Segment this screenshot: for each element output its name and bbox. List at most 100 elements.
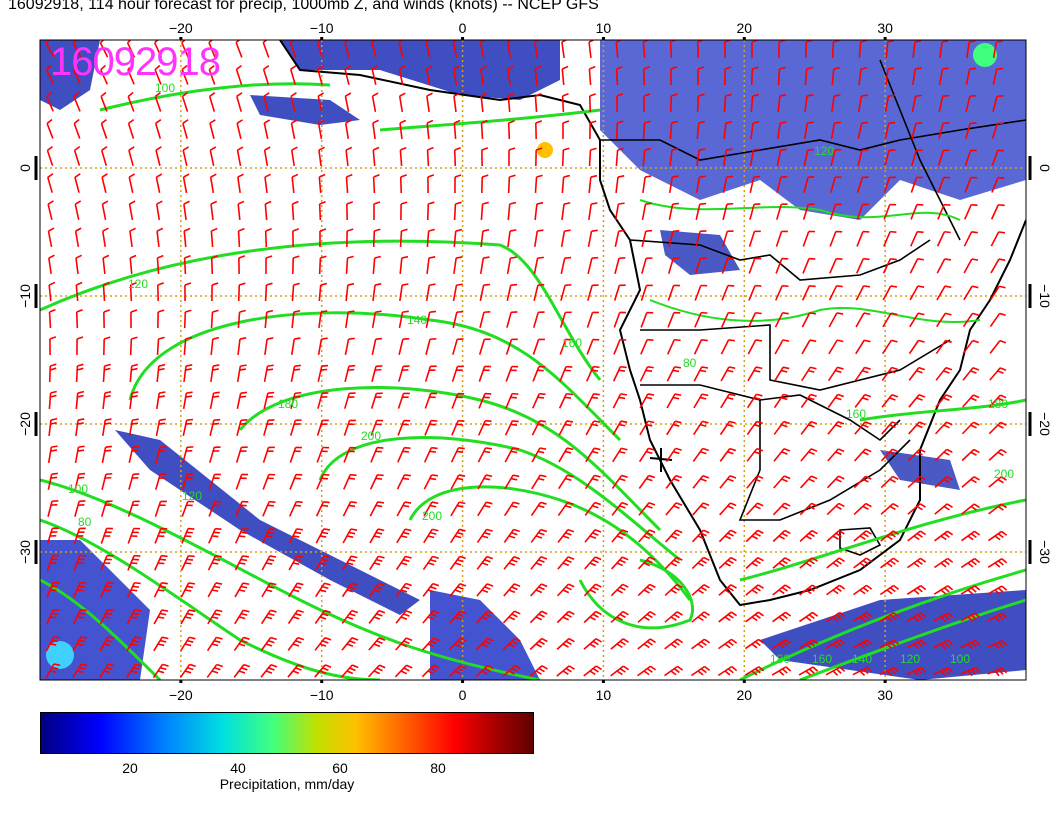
- wind-barb: [399, 228, 408, 248]
- wind-barb: [965, 122, 977, 139]
- contour-label: 120: [814, 144, 834, 158]
- wind-barb: [343, 392, 356, 409]
- wind-barb: [775, 257, 789, 274]
- wind-barb: [449, 555, 466, 570]
- wind-barb: [370, 392, 383, 409]
- wind-barb: [611, 501, 629, 516]
- wind-barb: [74, 227, 82, 248]
- wind-barb: [394, 664, 413, 678]
- wind-barb: [316, 446, 330, 463]
- wind-barb: [643, 93, 651, 113]
- wind-barb: [664, 638, 684, 650]
- wind-barb: [182, 418, 194, 436]
- wind-barb: [694, 284, 708, 301]
- wind-barb: [346, 201, 354, 221]
- wind-barb: [801, 339, 817, 355]
- wind-barb: [613, 338, 627, 355]
- wind-barb: [746, 475, 764, 489]
- wind-barb: [773, 393, 790, 409]
- wind-barb: [291, 282, 300, 302]
- wind-barb: [723, 120, 733, 140]
- wind-barb: [610, 583, 629, 597]
- wind-barb: [831, 40, 840, 59]
- lat-tick-label-right: −10: [1037, 284, 1053, 308]
- wind-barb: [126, 40, 136, 58]
- wind-barb: [825, 639, 846, 649]
- wind-barb: [934, 448, 953, 462]
- wind-barb: [693, 338, 708, 355]
- wind-barb: [183, 309, 192, 329]
- wind-barb: [776, 175, 788, 193]
- wind-barb: [210, 309, 219, 329]
- wind-barb: [423, 474, 439, 490]
- wind-barb: [372, 255, 381, 275]
- wind-barb: [318, 173, 326, 194]
- wind-barb: [345, 173, 353, 194]
- wind-barb: [530, 501, 547, 517]
- wind-barb: [235, 40, 243, 58]
- wind-barb: [772, 529, 791, 543]
- wind-barb: [263, 391, 275, 409]
- wind-barb: [263, 364, 274, 383]
- wind-barb: [534, 92, 542, 113]
- wind-barb: [937, 203, 951, 220]
- wind-barb: [907, 530, 927, 542]
- wind-barb: [425, 338, 437, 355]
- contour-label: 100: [950, 652, 970, 666]
- wind-barb: [154, 473, 167, 490]
- wind-barb: [938, 67, 949, 86]
- wind-barb: [155, 418, 166, 437]
- wind-barb: [209, 418, 221, 436]
- precip-area-gulf: [250, 95, 360, 125]
- wind-barb: [800, 475, 818, 489]
- wind-barb: [966, 40, 976, 59]
- wind-barb: [804, 94, 814, 113]
- wind-barb: [665, 529, 683, 543]
- wind-barb: [776, 148, 787, 167]
- wind-barb: [557, 556, 575, 570]
- wind-barb: [396, 528, 412, 544]
- wind-barb: [237, 309, 246, 329]
- wind-barb: [75, 363, 84, 383]
- wind-barb: [45, 40, 55, 58]
- lon-tick-label-bottom: −20: [169, 687, 193, 700]
- contour-label: 120: [128, 277, 148, 291]
- wind-barb: [127, 91, 135, 112]
- wind-barb: [371, 310, 382, 329]
- wind-barb: [748, 284, 762, 301]
- wind-barb: [476, 528, 493, 544]
- wind-barb: [588, 93, 596, 113]
- colorbar-label-80: 80: [430, 760, 446, 776]
- lat-tick-label-left: −10: [17, 284, 33, 308]
- weather-map: 1001201401601802001201008080120160180200…: [17, 20, 1053, 700]
- wind-barb: [45, 663, 61, 679]
- wind-barb: [988, 448, 1007, 461]
- wind-barb: [775, 284, 789, 301]
- wind-barb: [855, 339, 871, 355]
- wind-barb: [910, 176, 923, 193]
- lon-tick-label-top: −10: [310, 20, 334, 36]
- wind-barb: [584, 556, 602, 570]
- wind-barb: [315, 500, 330, 517]
- wind-barb: [771, 666, 792, 676]
- wind-barb: [586, 338, 600, 355]
- wind-barb: [803, 176, 815, 193]
- wind-barb: [936, 285, 952, 301]
- wind-barb: [772, 611, 792, 623]
- wind-barb: [749, 175, 761, 193]
- wind-barb: [800, 448, 818, 462]
- wind-barb: [287, 609, 304, 625]
- contour-label: 160: [846, 407, 866, 421]
- wind-barb: [880, 475, 899, 489]
- wind-barb: [480, 174, 489, 194]
- wind-barb: [772, 584, 791, 596]
- contour-line-8: [40, 578, 162, 680]
- wind-barb: [480, 119, 488, 140]
- wind-barb: [426, 228, 435, 248]
- wind-barb: [530, 583, 548, 597]
- wind-barb: [639, 366, 654, 382]
- wind-barb: [319, 228, 327, 248]
- lon-tick-label-bottom: 30: [877, 687, 893, 700]
- wind-barb: [128, 445, 140, 463]
- wind-barb: [827, 393, 844, 408]
